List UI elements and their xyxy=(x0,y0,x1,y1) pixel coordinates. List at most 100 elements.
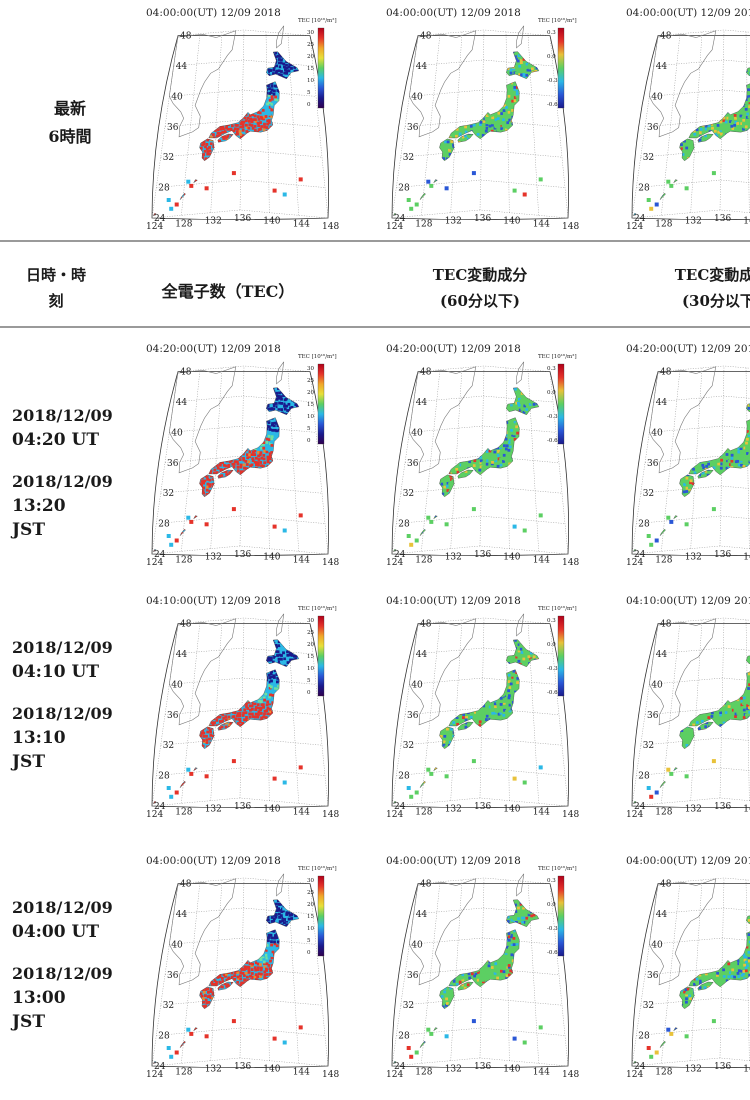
colorbar-tick: -0.3 xyxy=(547,414,558,420)
map-0410-var30[interactable]: 04:10:00(UT) 12/09 2018 48 44 40 36 32 28 24 124… xyxy=(602,592,750,824)
map-title: 04:20:00(UT) 12/09 2018 xyxy=(386,343,521,355)
lat-label: 44 xyxy=(416,398,428,408)
lon-label: 124 xyxy=(626,1070,643,1080)
header-var60-line2: (60分以下) xyxy=(370,288,590,314)
map-0400-var60[interactable]: 04:00:00(UT) 12/09 2018 48 44 40 36 32 28 24 124… xyxy=(362,852,594,1084)
latest-map-var30[interactable]: 04:00:00(UT) 12/09 2018 48 44 40 36 32 28 24 124… xyxy=(602,4,750,236)
mainland-outline xyxy=(408,878,477,986)
lon-label: 132 xyxy=(205,805,222,815)
lat-label: 28 xyxy=(638,772,650,782)
lat-label: 44 xyxy=(416,62,428,72)
offshore-dots xyxy=(166,759,303,799)
sakhalin-outline xyxy=(516,361,525,385)
colorbar-tick: 0.3 xyxy=(547,366,556,372)
lat-label: 32 xyxy=(643,489,654,499)
colorbar-tick: 0.0 xyxy=(547,902,556,908)
colorbar-tick: -0.3 xyxy=(547,666,558,672)
lat-label: 40 xyxy=(651,92,663,102)
map-title: 04:00:00(UT) 12/09 2018 xyxy=(146,855,281,867)
colorbar: TEC [10¹⁶/m²] 0.3 0.0 -0.3 -0.6 xyxy=(538,353,577,445)
graticule xyxy=(151,29,329,219)
lon-label: 144 xyxy=(533,219,550,229)
colorbar-tick: -0.6 xyxy=(547,102,558,108)
map-title: 04:00:00(UT) 12/09 2018 xyxy=(386,855,521,867)
lon-label: 128 xyxy=(655,1067,672,1077)
lat-label: 48 xyxy=(660,620,672,630)
map-0410-var60[interactable]: 04:10:00(UT) 12/09 2018 48 44 40 36 32 28 24 124… xyxy=(362,592,594,824)
map-0400-tec[interactable]: 04:00:00(UT) 12/09 2018 48 44 40 36 32 28 24 124… xyxy=(122,852,354,1084)
lat-label: 32 xyxy=(643,153,654,163)
colorbar-tick: 0.3 xyxy=(547,30,556,36)
tec-map-svg: 04:00:00(UT) 12/09 2018 48 44 40 36 32 28 24124… xyxy=(146,855,339,1080)
map-title: 04:20:00(UT) 12/09 2018 xyxy=(626,343,750,355)
lon-label: 148 xyxy=(562,1070,579,1080)
colorbar-tick: 30 xyxy=(307,30,314,36)
lon-label: 132 xyxy=(685,805,702,815)
lat-label: 32 xyxy=(163,489,174,499)
lat-label: 40 xyxy=(651,428,663,438)
lat-label: 24 xyxy=(154,550,166,560)
lat-label: 36 xyxy=(167,459,179,469)
header-var30-line1: TEC変動成分 xyxy=(612,262,750,288)
map-0400-var30[interactable]: 04:00:00(UT) 12/09 2018 48 44 40 36 32 28 24 124… xyxy=(602,852,750,1084)
lat-label: 36 xyxy=(647,123,659,133)
tec-map-svg: 04:20:00(UT) 12/09 2018 48 44 40 36 32 28 24124… xyxy=(146,343,339,568)
mainland-outline xyxy=(648,30,717,138)
header-datetime-line2: 刻 xyxy=(0,288,112,314)
lon-label: 136 xyxy=(714,802,731,812)
lon-label: 124 xyxy=(626,222,643,232)
map-0420-var60[interactable]: 04:20:00(UT) 12/09 2018 48 44 40 36 32 28 24 124… xyxy=(362,340,594,572)
colorbar-title: TEC [10¹⁶/m²] xyxy=(538,865,577,872)
lon-label: 144 xyxy=(293,807,310,817)
map-0420-tec[interactable]: 04:20:00(UT) 12/09 2018 48 44 40 36 32 28 24 124… xyxy=(122,340,354,572)
colorbar-tick: 30 xyxy=(307,366,314,372)
row-time-jst: 13:00 xyxy=(12,986,124,1010)
lat-label: 48 xyxy=(180,32,192,42)
lon-label: 148 xyxy=(322,558,339,568)
lat-label: 32 xyxy=(643,1001,654,1011)
lon-label: 124 xyxy=(386,558,403,568)
lon-label: 136 xyxy=(474,1062,491,1072)
lat-label: 48 xyxy=(180,880,192,890)
lon-label: 128 xyxy=(415,219,432,229)
lon-label: 148 xyxy=(562,222,579,232)
lat-label: 32 xyxy=(403,1001,414,1011)
header-var60: TEC変動成分 (60分以下) xyxy=(370,262,590,314)
map-0420-var30[interactable]: 04:20:00(UT) 12/09 2018 48 44 40 36 32 28 24 124… xyxy=(602,340,750,572)
lat-label: 24 xyxy=(634,214,646,224)
colorbar-tick: -0.6 xyxy=(547,690,558,696)
lat-label: 28 xyxy=(638,1032,650,1042)
colorbar-tick: 0 xyxy=(307,102,311,108)
colorbar: TEC [10¹⁶/m²] 30 25 20 15 10 5 0 xyxy=(298,353,337,445)
latest-map-tec[interactable]: 04:00:00(UT) 12/09 2018 48 44 40 36 32 28 24 124… xyxy=(122,4,354,236)
colorbar-tick: 10 xyxy=(307,78,314,84)
lat-label: 40 xyxy=(651,680,663,690)
mainland-outline xyxy=(408,30,477,138)
lat-label: 44 xyxy=(176,910,188,920)
map-title: 04:10:00(UT) 12/09 2018 xyxy=(386,595,521,607)
colorbar-tick: 20 xyxy=(307,54,314,60)
lon-label: 132 xyxy=(685,1065,702,1075)
map-frame xyxy=(631,371,750,557)
lat-label: 28 xyxy=(158,184,170,194)
colorbar-tick: 5 xyxy=(307,938,311,944)
lat-label: 32 xyxy=(163,1001,174,1011)
lon-label: 136 xyxy=(714,1062,731,1072)
lat-label: 32 xyxy=(643,741,654,751)
map-0410-tec[interactable]: 04:10:00(UT) 12/09 2018 48 44 40 36 32 28 24 124… xyxy=(122,592,354,824)
lat-label: 36 xyxy=(167,971,179,981)
sakhalin-outline xyxy=(276,873,285,897)
lat-label: 44 xyxy=(656,398,668,408)
graticule xyxy=(391,29,569,219)
colorbar-tick: 0 xyxy=(307,950,311,956)
lon-label: 124 xyxy=(626,810,643,820)
graticule xyxy=(151,365,329,555)
lon-label: 136 xyxy=(714,214,731,224)
tec-map-svg: 04:00:00(UT) 12/09 2018 48 44 40 36 32 28 24124… xyxy=(626,855,750,1080)
latest-map-var60[interactable]: 04:00:00(UT) 12/09 2018 48 44 40 36 32 28 24 124… xyxy=(362,4,594,236)
lon-label: 124 xyxy=(386,222,403,232)
lon-label: 128 xyxy=(175,1067,192,1077)
row-label-0400: 2018/12/09 04:00 UT 2018/12/09 13:00 JST xyxy=(12,896,124,1034)
map-title: 04:00:00(UT) 12/09 2018 xyxy=(626,7,750,19)
row-date-ut: 2018/12/09 xyxy=(12,896,124,920)
